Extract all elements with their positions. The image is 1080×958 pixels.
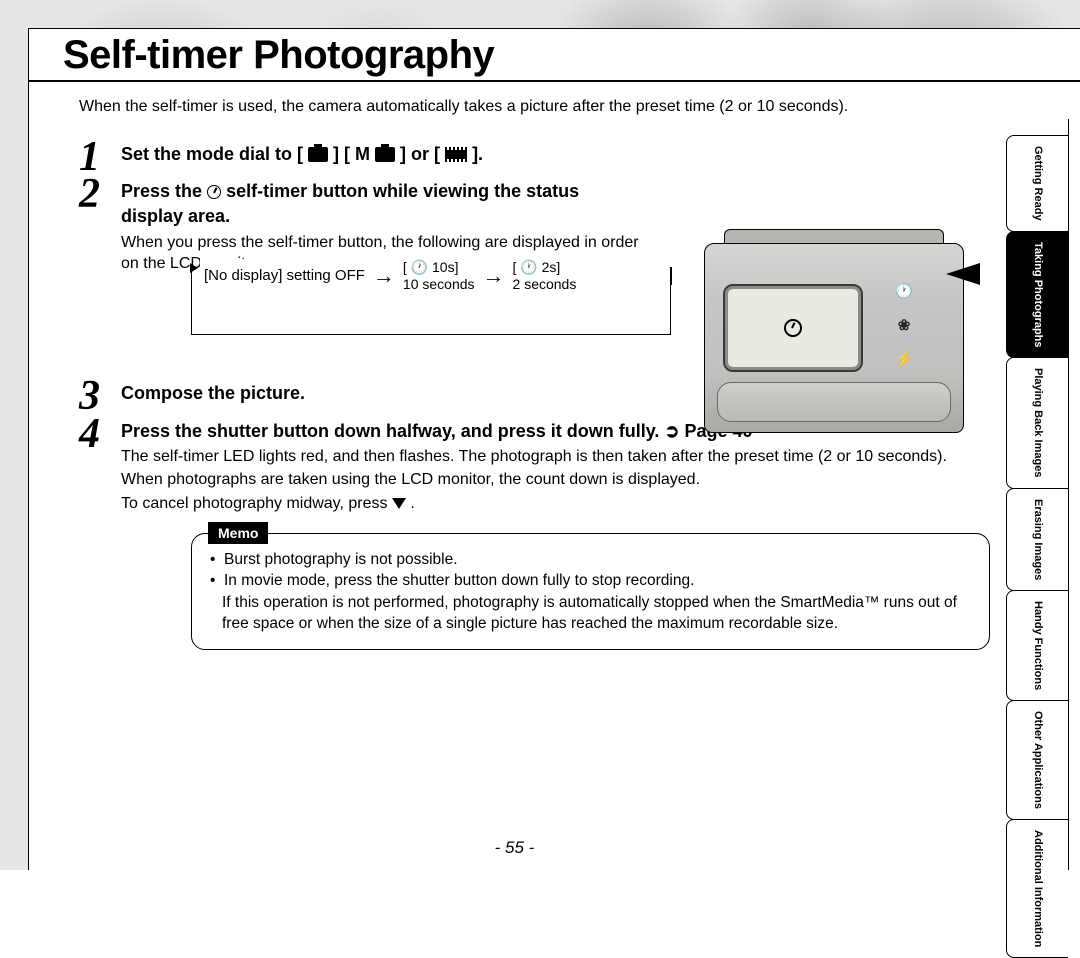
step-number-1: 1 [79,140,121,176]
step4-p2: When photographs are taken using the LCD… [121,469,990,491]
seq-2s-text: 2 seconds [513,276,577,293]
step1-mid2: ] or [ [400,144,445,164]
step4-p3-pre: To cancel photography midway, press [121,495,392,512]
lcd-timer-icon [784,319,802,337]
manual-page: Self-timer Photography When the self-tim… [28,28,1080,870]
section-tabs: Getting Ready Taking Photographs Playing… [1006,135,1068,957]
step3-head: Compose the picture. [121,383,305,403]
step4-p1: The self-timer LED lights red, and then … [121,446,990,468]
step2-pre: Press the [121,181,207,201]
camera-icon-m [375,147,395,162]
step1-text: Set the mode dial to [ ] [ M ] or [ ]. [121,144,483,164]
step4-head-text: Press the shutter button down halfway, a… [121,421,664,441]
step-number-4: 4 [79,417,121,453]
tab-erasing[interactable]: Erasing Images [1006,488,1068,591]
self-timer-icon [207,185,221,199]
tab-playing-back[interactable]: Playing Back Images [1006,357,1068,488]
step1-pre: Set the mode dial to [ [121,144,308,164]
tab-other-applications[interactable]: Other Applications [1006,700,1068,820]
memo-box: Memo Burst photography is not possible. … [191,533,990,651]
intro-text: When the self-timer is used, the camera … [79,96,990,118]
step2-head: Press the self-timer button while viewin… [121,179,641,229]
lcd-screen [723,284,863,372]
step-number-3: 3 [79,379,121,415]
step1-post: ]. [472,144,483,164]
seq-10s-text: 10 seconds [403,276,475,293]
page-number: - 55 - [29,838,1000,858]
step4-p3: To cancel photography midway, press . [121,493,990,515]
mode-icons: 🕐 ❀ ⚡ [893,282,915,368]
memo-bullet-1: Burst photography is not possible. [210,550,973,571]
arrow-icon: → [481,261,507,291]
step4-p3-post: . [410,495,414,512]
step-1: 1 Set the mode dial to [ ] [ M ] or [ ]. [79,140,990,176]
seq-10s-label: [ 🕐 10s] [403,259,459,276]
seq-2s-label: [ 🕐 2s] [513,259,561,276]
tab-taking-photographs[interactable]: Taking Photographs [1006,231,1068,359]
timer-mode-icon: 🕐 [895,282,914,300]
pointer-arrow-icon [946,263,980,285]
seq-off: [No display] setting OFF [204,266,365,286]
tab-getting-ready[interactable]: Getting Ready [1006,135,1068,232]
memo-label: Memo [208,522,268,545]
flash-mode-icon: ⚡ [895,350,914,368]
tab-additional-info[interactable]: Additional Information [1006,819,1068,958]
sequence-diagram: [No display] setting OFF → [ 🕐 10s] 10 s… [191,285,671,335]
page-title: Self-timer Photography [29,29,1080,82]
arrow-icon: → [371,261,397,291]
memo-bullet-2: In movie mode, press the shutter button … [210,571,973,592]
tab-edge [1068,119,1080,870]
step1-mid1: ] [ M [333,144,370,164]
down-triangle-icon [392,498,406,509]
tab-handy-functions[interactable]: Handy Functions [1006,590,1068,701]
memo-subtext: If this operation is not performed, phot… [208,593,973,635]
macro-mode-icon: ❀ [898,316,911,334]
movie-icon [445,147,467,162]
camera-icon [308,147,328,162]
step-number-2: 2 [79,177,121,213]
camera-diagram: 🕐 ❀ ⚡ [704,227,984,437]
